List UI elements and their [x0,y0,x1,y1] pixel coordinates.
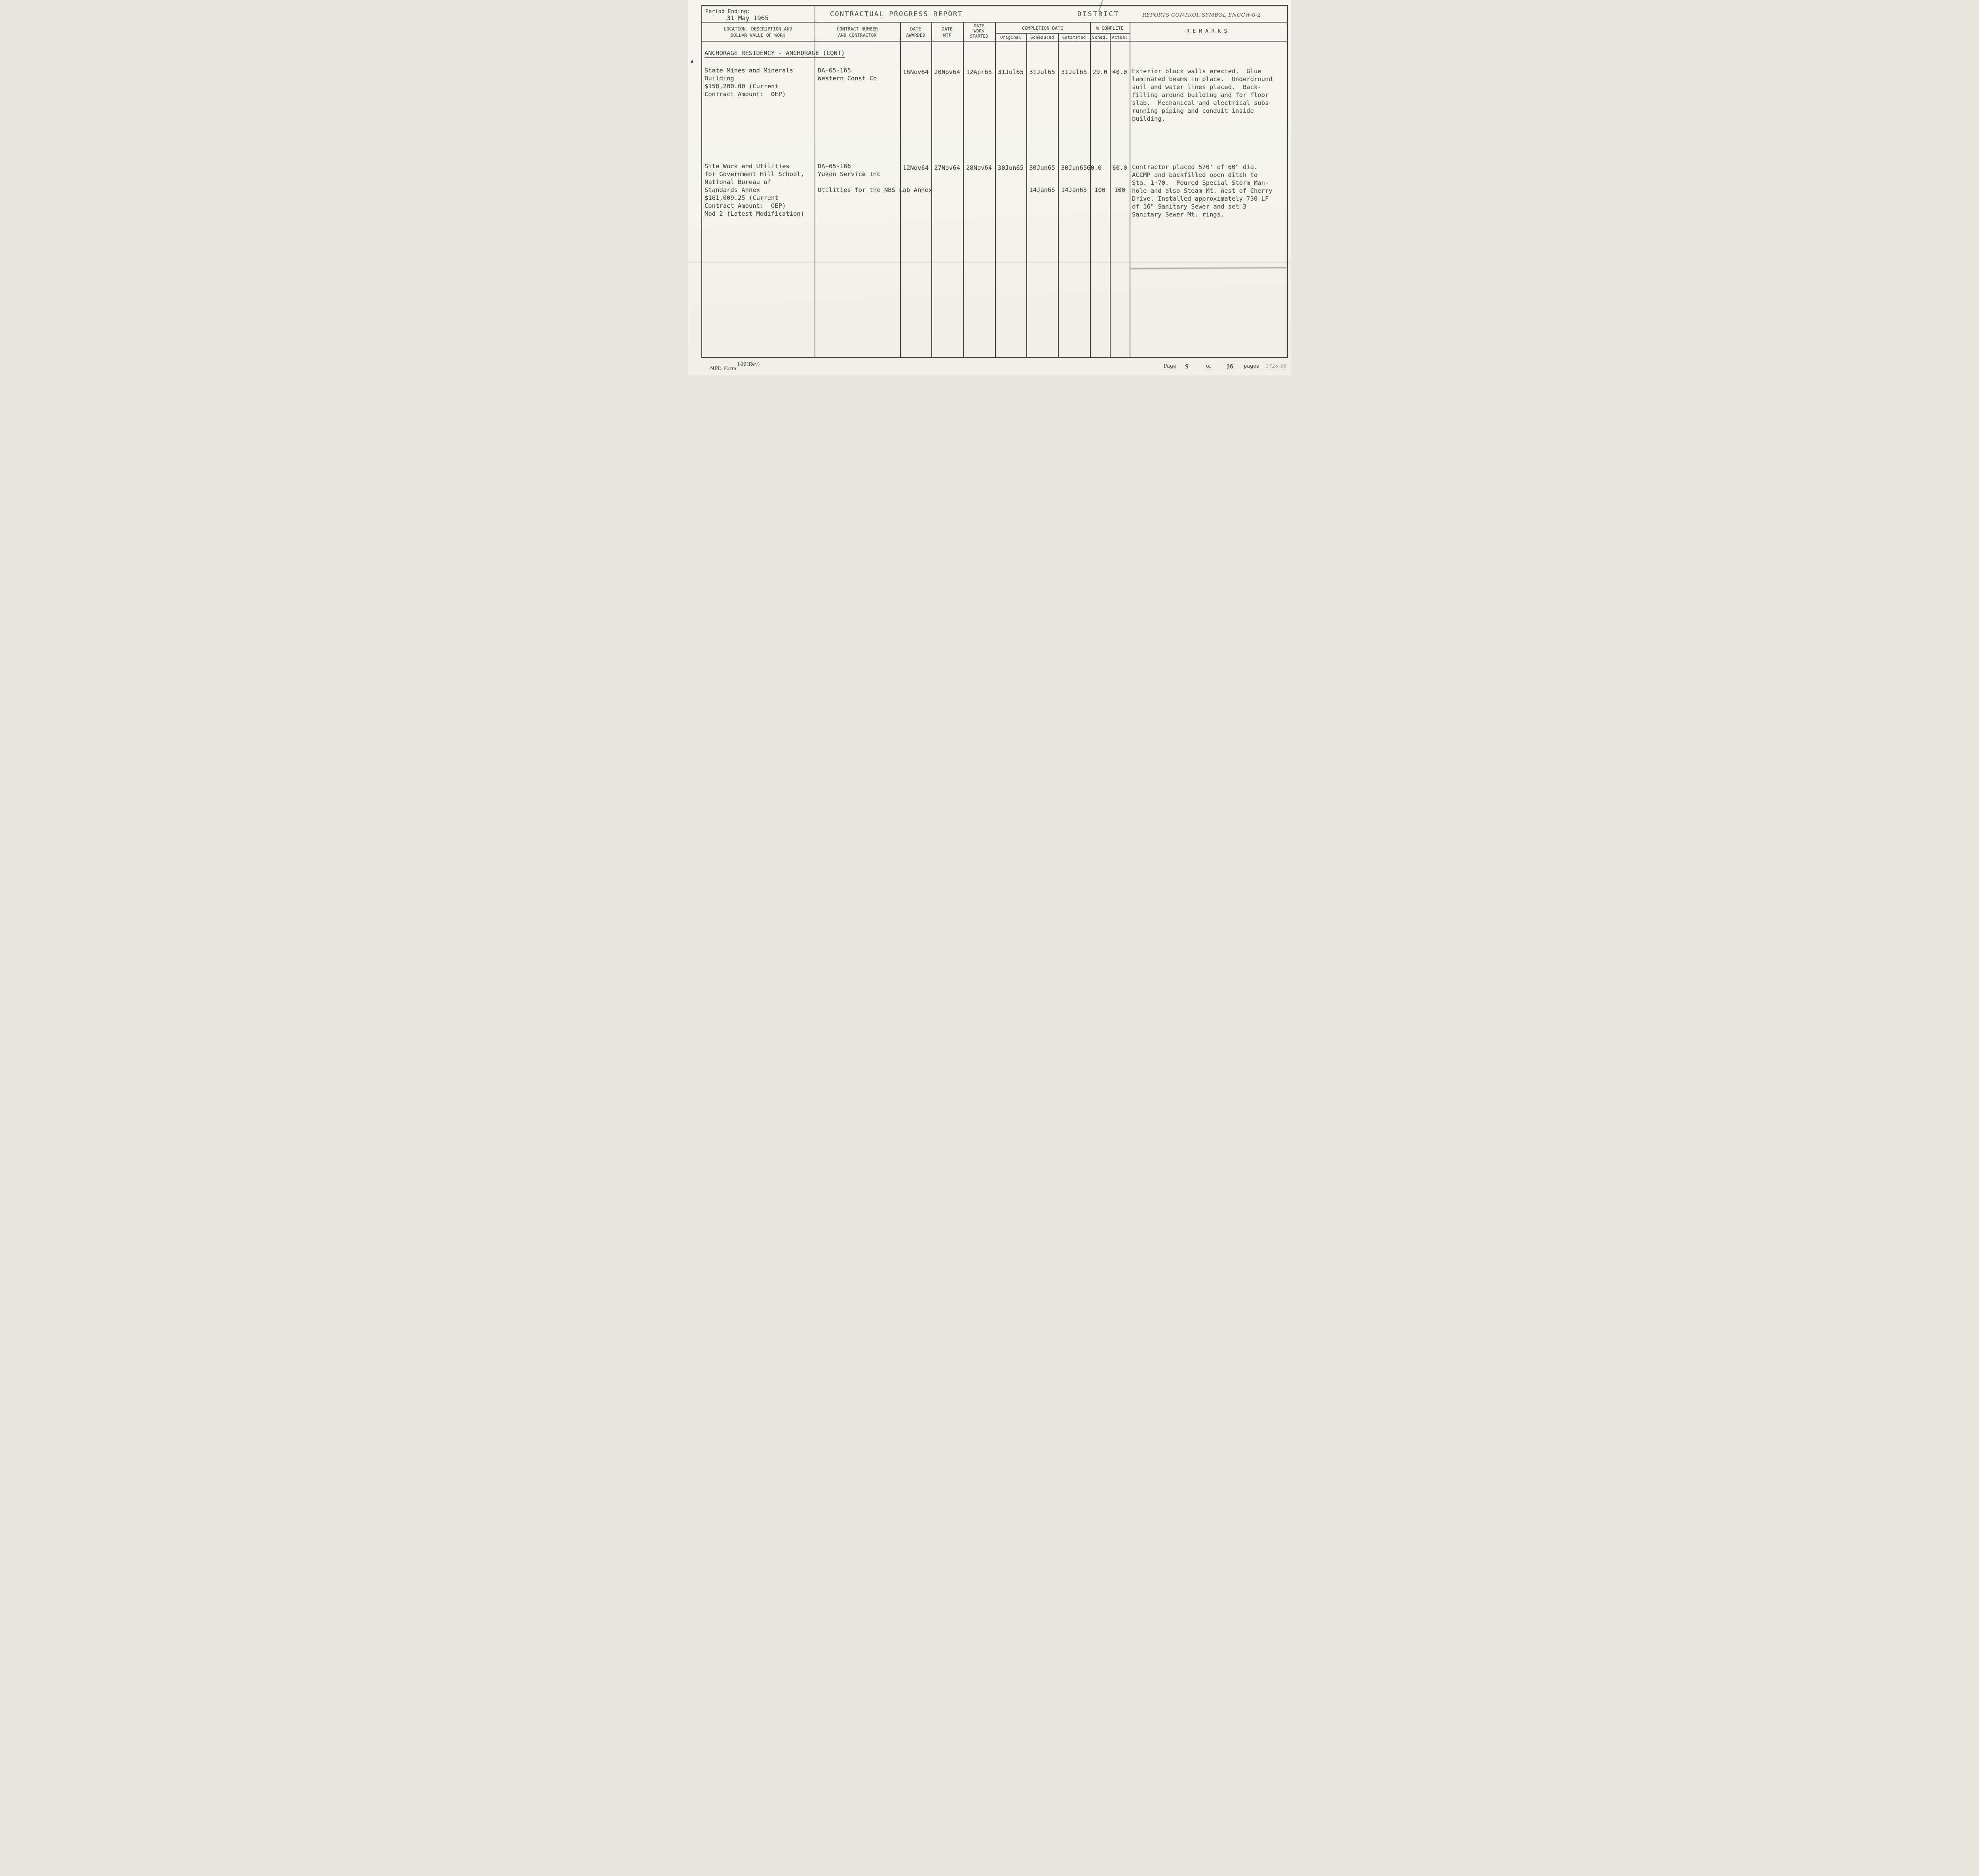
row2-subitem-completion-scheduled: 14Jan65 [1029,186,1055,194]
row1-location: State Mines and Minerals Building $158,2… [705,67,793,98]
footer-page-number: 9 [1185,363,1189,370]
row1-contract: DA-65-165 Western Const Co [818,67,877,82]
col-subheader-pct-sched: Sched. [1092,35,1108,40]
margin-ink-speck [690,60,694,64]
row1-completion-estimated: 31Jul65 [1061,68,1087,76]
row1-completion-original: 31Jul65 [997,68,1024,76]
col-subheader-pct-actual: Actual [1112,35,1128,40]
row2-contract: DA-65-166 Yukon Service Inc [818,163,881,178]
footer-form-line1: NPD Form [710,365,737,371]
row2-completion-original: 30Jun65 [997,164,1024,171]
footer-total-pages: 36 [1226,363,1234,370]
col-header-pct-complete-group: % COMPLETE [1096,25,1124,31]
row2-location: Site Work and Utilities for Government H… [705,163,804,217]
footer-pages-label: pages [1244,363,1259,369]
col-header-location: LOCATION, DESCRIPTION AND DOLLAR VALUE O… [724,26,792,38]
row2-subitem-pct-actual: 100 [1114,186,1125,194]
row2-date-work-started: 28Nov64 [966,164,992,171]
col-line-ntp [963,22,964,358]
district-label: DISTRICT [1077,10,1119,18]
row2-subitem-label: Utilities for the NBS Lab Annex [818,186,933,194]
col-line-original [1026,33,1027,358]
footer-handwritten-note: 1726-65 [1266,364,1287,369]
row2-subitem-pct-sched: 100 [1094,186,1105,194]
col-line-contract [900,22,901,358]
footer-of-label: of [1206,363,1211,369]
col-line-pct-sched [1110,33,1111,358]
col-line-scheduled [1058,33,1059,358]
table-border-bottom [701,357,1287,358]
table-border-top [701,5,1287,6]
scanned-report-page: Period Ending: 31 May 1965 CONTRACTUAL P… [688,0,1291,375]
scan-fold-line [688,262,1291,263]
reports-control-symbol: REPORTS CONTROL SYMBOL ENGCW-0-2 [1142,12,1261,18]
col-header-date-ntp: DATE NTP [942,26,953,38]
row2-remarks: Contractor placed 570' of 60" dia. ACCMP… [1132,163,1272,218]
title-row-underline [815,22,1287,23]
row2-completion-scheduled: 30Jun65 [1029,164,1055,171]
period-ending-label: Period Ending: [705,8,750,15]
col-subheader-original: Original [1000,35,1021,40]
period-ending-value: 31 May 1965 [727,14,769,22]
col-header-remarks: REMARKS [1186,28,1231,34]
table-border-right [1287,5,1288,358]
row1-completion-scheduled: 31Jul65 [1029,68,1055,76]
col-header-date-awarded: DATE AWARDED [906,26,925,38]
col-line-estimated [1090,22,1091,358]
col-header-completion-date-group: COMPLETION DATE [1022,25,1063,31]
row2-pct-sched: 60.0 [1087,164,1102,171]
section-heading: ANCHORAGE RESIDENCY - ANCHORAGE (CONT) [705,49,845,58]
row2-subitem-completion-estimated: 14Jan65 [1061,186,1087,194]
remarks-smudge-line [1130,267,1287,270]
table-border-left [701,5,702,358]
footer-form-number: 149(Rev) [737,361,760,367]
row1-pct-actual: 40.0 [1112,68,1127,76]
row2-date-ntp: 27Nov64 [934,164,960,171]
col-header-date-work-started: DATE WORK STARTED [970,23,988,39]
row2-completion-estimated: 30Jun65 [1061,164,1087,171]
col-subheader-scheduled: Scheduled [1030,35,1054,40]
row2-pct-actual: 60.0 [1112,164,1127,171]
row1-remarks: Exterior block walls erected. Glue lamin… [1132,68,1272,122]
col-subheader-estimated: Estimated [1062,35,1086,40]
report-title: CONTRACTUAL PROGRESS REPORT [830,10,963,18]
col-line-started [995,22,996,358]
row2-date-awarded: 12Nov64 [902,164,929,171]
row1-date-ntp: 20Nov64 [934,68,960,76]
header-row-bottom-line [701,41,1287,42]
footer-page-label: Page [1164,363,1176,369]
row1-date-awarded: 16Nov64 [902,68,929,76]
period-box-underline [701,22,815,23]
footer-form-name: NPD Form March 1963 [704,359,741,375]
completion-group-underline [995,33,1090,34]
row1-pct-sched: 29.0 [1092,68,1107,76]
row1-date-work-started: 12Apr65 [966,68,992,76]
col-line-awarded [931,22,932,358]
col-header-contract: CONTRACT NUMBER AND CONTRACTOR [837,26,878,38]
